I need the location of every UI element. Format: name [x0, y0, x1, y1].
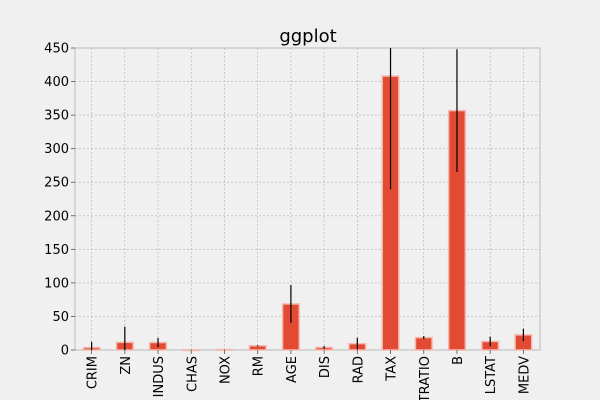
y-tick-label: 300 [44, 142, 69, 157]
y-tick-label: 200 [44, 209, 69, 224]
y-tick-label: 400 [44, 75, 69, 90]
x-tick-label-zn: ZN [119, 356, 134, 375]
x-tick-label-b: B [451, 356, 466, 365]
x-tick-label-indus: INDUS [152, 356, 167, 397]
x-tick-label-rm: RM [252, 356, 267, 376]
bar-rm [248, 345, 267, 351]
y-tick-label: 450 [44, 42, 69, 57]
x-tick-label-rad: RAD [351, 356, 366, 383]
bar-ptratio [414, 336, 433, 351]
y-tick-label: 50 [52, 310, 69, 325]
x-tick-label-chas: CHAS [185, 356, 200, 392]
y-tick-label: 0 [61, 344, 69, 359]
x-tick-label-dis: DIS [318, 356, 333, 378]
x-tick-label-age: AGE [285, 356, 300, 383]
plot-area: 0 50 100 150 200 250 300 350 400 450 CRIM ZN INDUS CH… [44, 42, 541, 400]
y-tick-label: 350 [44, 109, 69, 124]
axes-frame [74, 47, 541, 351]
x-tick-label-medv: MEDV [517, 356, 532, 394]
x-tick-label-crim: CRIM [86, 356, 101, 389]
x-tick-label-tax: TAX [385, 356, 400, 382]
chart-title: ggplot [279, 26, 336, 47]
x-tick-label-nox: NOX [218, 356, 233, 384]
x-tick-label-lstat: LSTAT [484, 356, 499, 394]
x-tick-label-ptratio: PTRATIO [418, 356, 433, 400]
y-tick-label: 150 [44, 243, 69, 258]
y-tick-label: 100 [44, 276, 69, 291]
y-tick-label: 250 [44, 176, 69, 191]
